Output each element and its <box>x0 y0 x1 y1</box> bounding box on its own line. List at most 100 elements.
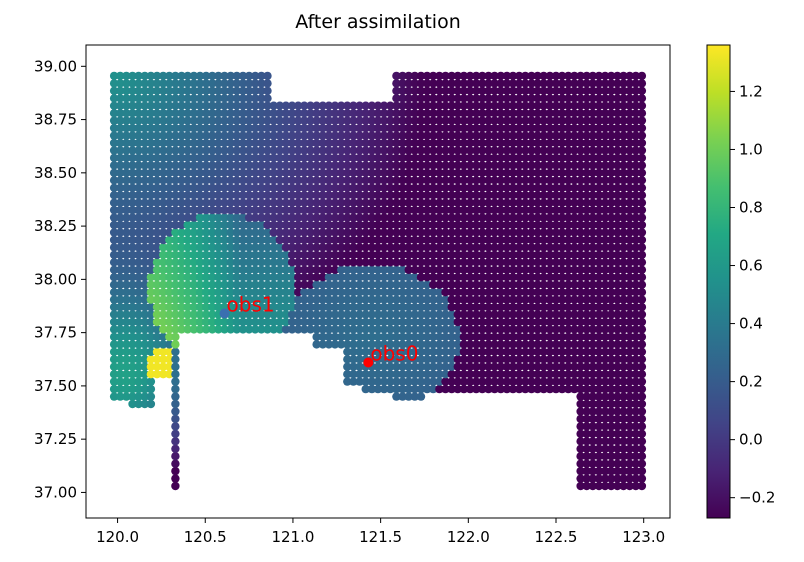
field-point <box>165 228 174 237</box>
field-point <box>551 131 561 140</box>
field-point <box>318 243 327 252</box>
field-point <box>551 362 561 371</box>
field-point <box>564 123 573 133</box>
field-point <box>373 101 383 110</box>
field-point <box>410 168 419 177</box>
field-point <box>570 258 579 267</box>
field-point <box>165 310 174 319</box>
field-point <box>453 325 462 334</box>
field-point <box>564 265 573 274</box>
field-point <box>453 340 462 349</box>
field-point <box>116 362 125 371</box>
field-point <box>416 250 426 260</box>
field-point <box>576 265 585 274</box>
field-point <box>392 94 401 103</box>
field-point <box>441 332 450 342</box>
field-point <box>392 310 401 319</box>
field-point <box>214 168 223 177</box>
field-point <box>478 295 487 304</box>
field-point <box>613 86 622 96</box>
field-point <box>429 362 438 371</box>
field-point <box>134 71 143 81</box>
field-point <box>607 377 616 386</box>
field-point <box>576 123 585 133</box>
field-point <box>515 205 524 215</box>
field-point <box>490 250 499 260</box>
field-point <box>625 273 634 282</box>
field-point <box>134 288 143 297</box>
field-point <box>171 176 180 185</box>
field-point <box>386 183 395 192</box>
field-point <box>128 205 137 215</box>
field-point <box>613 370 622 379</box>
field-point <box>422 138 432 148</box>
field-point <box>226 101 235 110</box>
field-point <box>404 332 413 342</box>
field-point <box>527 377 536 386</box>
field-point <box>269 146 278 155</box>
field-point <box>201 101 211 110</box>
field-point <box>539 86 548 96</box>
field-point <box>557 109 567 118</box>
field-point <box>318 280 327 289</box>
field-point <box>140 243 149 252</box>
field-point <box>545 258 555 267</box>
field-point <box>447 71 456 81</box>
field-point <box>361 302 370 312</box>
field-point <box>134 79 143 88</box>
field-point <box>410 288 419 297</box>
field-point <box>508 250 518 260</box>
field-point <box>539 258 548 267</box>
field-point <box>159 317 168 327</box>
field-point <box>122 146 131 155</box>
field-point <box>269 310 278 319</box>
field-point <box>189 153 199 163</box>
field-point <box>238 280 248 289</box>
field-point <box>275 146 284 155</box>
field-point <box>244 317 254 327</box>
field-point <box>398 79 407 88</box>
field-point <box>269 220 278 230</box>
field-point <box>343 131 352 140</box>
field-point <box>496 205 505 215</box>
field-point <box>478 116 487 125</box>
field-point <box>152 243 162 252</box>
field-point <box>453 138 462 148</box>
field-point <box>355 228 364 237</box>
field-point <box>146 228 156 237</box>
field-point <box>496 355 505 364</box>
field-point <box>165 265 174 274</box>
field-point <box>625 176 634 185</box>
field-point <box>508 235 518 245</box>
field-point <box>171 191 180 200</box>
field-point <box>429 168 438 177</box>
field-point <box>116 79 125 88</box>
field-point <box>465 347 475 356</box>
field-point <box>263 109 272 118</box>
field-point <box>600 481 610 491</box>
field-point <box>312 340 321 349</box>
field-point <box>539 161 548 170</box>
field-point <box>416 161 426 170</box>
field-point <box>109 273 119 282</box>
field-point <box>238 325 248 334</box>
field-point <box>152 340 162 349</box>
field-point <box>361 317 370 327</box>
field-point <box>447 183 456 192</box>
field-point <box>251 213 260 222</box>
field-point <box>637 109 647 118</box>
field-point <box>177 220 186 230</box>
field-point <box>238 109 248 118</box>
field-point <box>435 205 444 215</box>
field-point <box>226 228 235 237</box>
field-point <box>398 213 407 222</box>
field-point <box>527 310 536 319</box>
heatmap-field <box>109 71 647 491</box>
field-point <box>189 213 199 222</box>
field-point <box>582 213 591 222</box>
field-point <box>134 362 143 371</box>
field-point <box>226 146 235 155</box>
field-point <box>177 258 186 267</box>
field-point <box>220 325 229 334</box>
field-point <box>576 459 585 468</box>
